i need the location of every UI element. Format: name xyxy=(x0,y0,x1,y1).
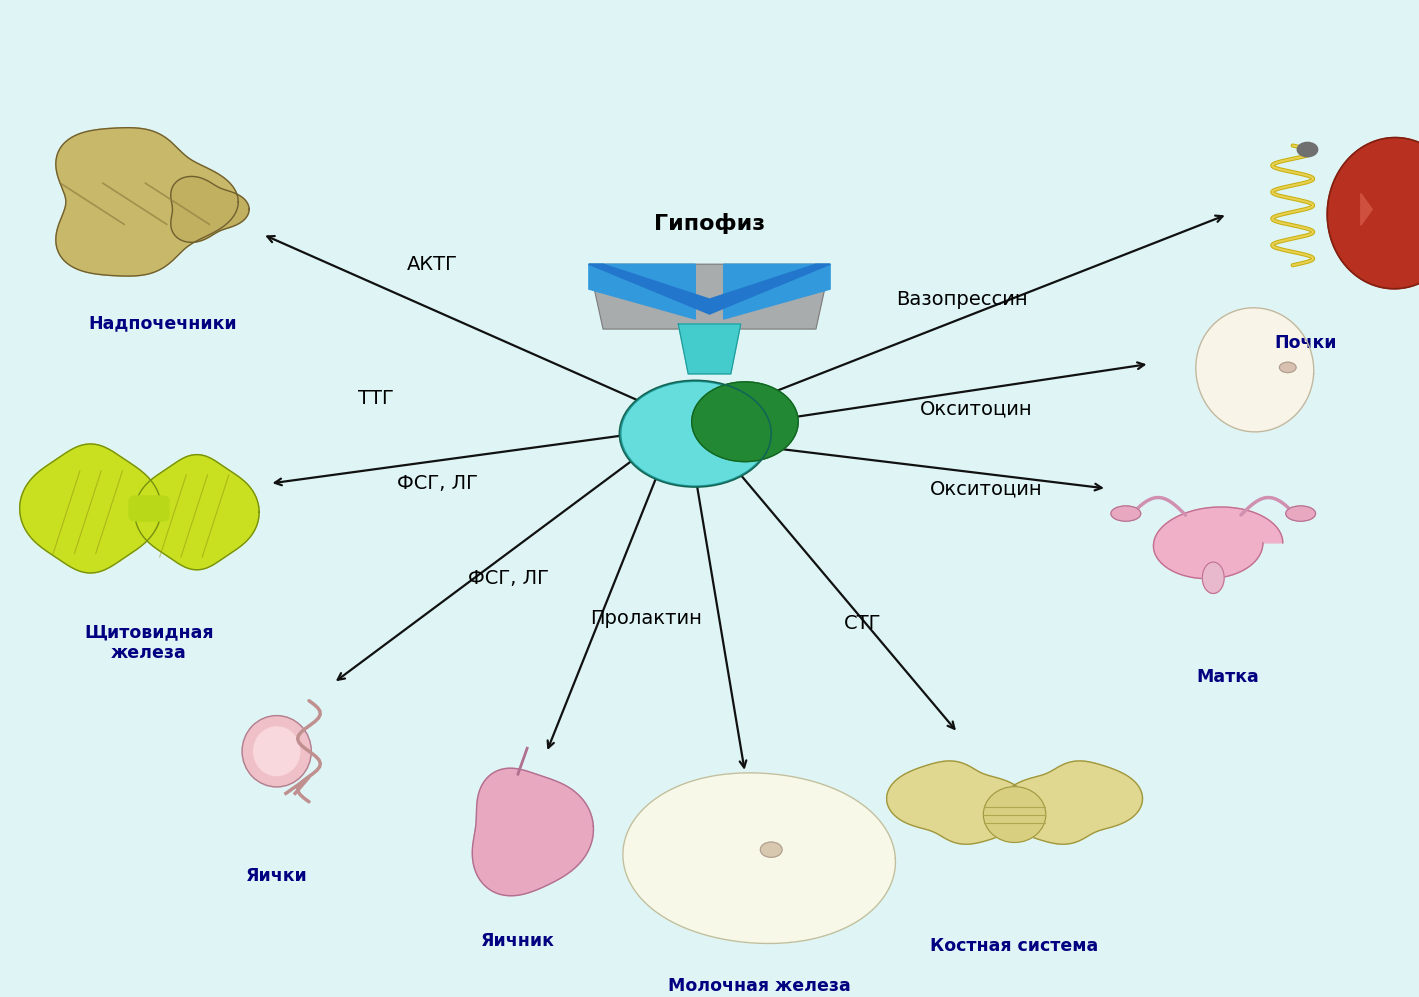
Text: ТТГ: ТТГ xyxy=(358,389,394,409)
Text: Окситоцин: Окситоцин xyxy=(920,399,1033,419)
Text: Молочная железа: Молочная железа xyxy=(668,977,850,995)
Text: Вазопрессин: Вазопрессин xyxy=(897,289,1027,309)
Ellipse shape xyxy=(761,842,782,857)
Polygon shape xyxy=(55,128,238,276)
Polygon shape xyxy=(20,444,162,573)
FancyBboxPatch shape xyxy=(129,497,169,521)
Text: Почки: Почки xyxy=(1274,334,1337,352)
Ellipse shape xyxy=(243,716,311,787)
Polygon shape xyxy=(724,264,830,319)
Polygon shape xyxy=(589,264,695,319)
Text: Матка: Матка xyxy=(1196,668,1259,686)
Text: Костная система: Костная система xyxy=(931,937,1098,955)
Text: Надпочечники: Надпочечники xyxy=(89,314,237,332)
Text: Яички: Яички xyxy=(245,867,308,885)
Ellipse shape xyxy=(692,382,797,462)
Polygon shape xyxy=(1196,308,1314,432)
Ellipse shape xyxy=(983,787,1046,842)
Ellipse shape xyxy=(1297,143,1318,157)
Polygon shape xyxy=(1361,193,1372,225)
Ellipse shape xyxy=(1202,562,1225,593)
Polygon shape xyxy=(678,324,741,374)
Ellipse shape xyxy=(1280,362,1296,373)
Text: СТГ: СТГ xyxy=(844,613,881,633)
Text: Щитовидная
железа: Щитовидная железа xyxy=(84,623,214,662)
Text: ФСГ, ЛГ: ФСГ, ЛГ xyxy=(396,474,478,494)
Ellipse shape xyxy=(1286,505,1315,521)
Polygon shape xyxy=(1000,761,1142,844)
Ellipse shape xyxy=(622,382,769,487)
Polygon shape xyxy=(1327,138,1419,289)
Polygon shape xyxy=(589,264,830,314)
Polygon shape xyxy=(589,264,830,329)
Text: Гипофиз: Гипофиз xyxy=(654,213,765,234)
Polygon shape xyxy=(887,761,1029,844)
Text: Окситоцин: Окситоцин xyxy=(929,479,1043,498)
Text: Яичник: Яичник xyxy=(481,932,555,950)
Polygon shape xyxy=(623,773,895,943)
Text: ФСГ, ЛГ: ФСГ, ЛГ xyxy=(467,568,549,588)
Polygon shape xyxy=(1154,507,1283,578)
Polygon shape xyxy=(473,769,593,895)
Ellipse shape xyxy=(1111,505,1141,521)
Ellipse shape xyxy=(254,727,299,776)
Text: АКТГ: АКТГ xyxy=(407,254,458,274)
Polygon shape xyxy=(170,176,250,242)
Text: Пролактин: Пролактин xyxy=(590,608,701,628)
Polygon shape xyxy=(135,455,260,569)
